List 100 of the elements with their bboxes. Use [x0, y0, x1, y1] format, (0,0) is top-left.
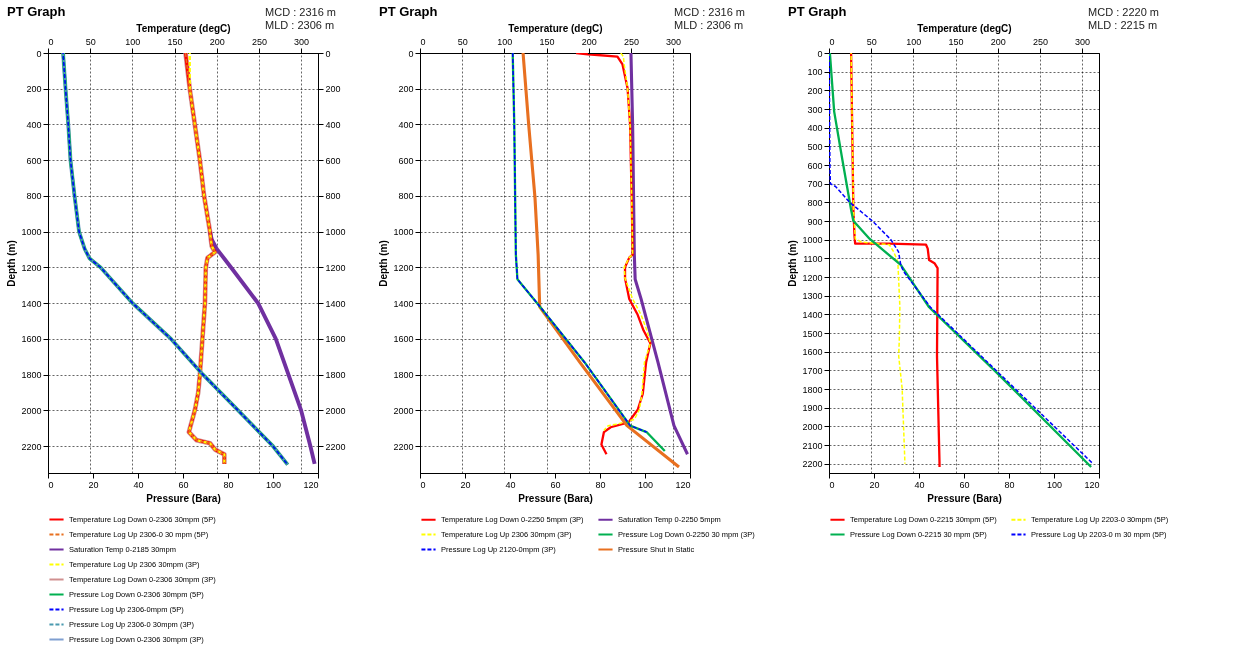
y2-tick-label: 1200 — [325, 262, 346, 273]
text: MCD : 2220 m — [1088, 6, 1159, 19]
y-tick-label: 1800 — [802, 384, 823, 395]
y-tick-label: 100 — [807, 67, 823, 78]
chart-title: PT Graph — [378, 4, 438, 19]
y-tick-label: 800 — [26, 191, 42, 202]
y-tick-label: 1600 — [802, 347, 823, 358]
x2-tick-label: 50 — [866, 36, 877, 47]
x-tick-label: 80 — [595, 479, 606, 490]
y2-tick-label: 2000 — [325, 405, 346, 416]
y-tick-label: 1900 — [802, 403, 823, 414]
y-tick-label: 2000 — [21, 405, 42, 416]
x-axis-title: Pressure (Bara) — [927, 492, 1002, 504]
y-tick-label: 2200 — [393, 441, 414, 452]
y2-tick-label: 1000 — [325, 227, 346, 238]
y-tick-label: 1400 — [21, 298, 42, 309]
y-tick-label: 600 — [807, 160, 823, 171]
y-tick-label: 2200 — [802, 459, 823, 470]
x-tick-label: 40 — [133, 479, 144, 490]
x-tick-label: 0 — [48, 479, 54, 490]
y-tick-label: 1200 — [21, 262, 42, 273]
x2-tick-label: 200 — [581, 36, 597, 47]
y2-tick-label: 1600 — [325, 334, 346, 345]
x-tick-label: 80 — [223, 479, 234, 490]
x-tick-label: 20 — [869, 479, 880, 490]
y2-tick-label: 200 — [325, 84, 341, 95]
y-tick-label: 800 — [398, 191, 414, 202]
x-axis-title: Pressure (Bara) — [518, 492, 593, 504]
text: MLD : 2306 m — [265, 19, 336, 32]
chart-title: PT Graph — [6, 4, 66, 19]
y-tick-label: 300 — [807, 104, 823, 115]
x-tick-label: 0 — [829, 479, 835, 490]
y-tick-label: 1400 — [393, 298, 414, 309]
y-tick-label: 2000 — [802, 421, 823, 432]
y-tick-label: 1500 — [802, 328, 823, 339]
y-axis-title: Depth (m) — [787, 240, 799, 287]
y-tick-label: 600 — [26, 155, 42, 166]
y-tick-label: 0 — [36, 48, 42, 59]
x2-tick-label: 50 — [85, 36, 96, 47]
y-tick-label: 1100 — [803, 253, 823, 264]
y-tick-label: 200 — [807, 85, 823, 96]
text: MLD : 2215 m — [1088, 19, 1159, 32]
y-tick-label: 0 — [408, 48, 414, 59]
x2-tick-label: 150 — [948, 36, 964, 47]
x2-tick-label: 300 — [666, 36, 682, 47]
x2-tick-label: 150 — [167, 36, 183, 47]
y-axis-title: Depth (m) — [378, 240, 390, 287]
x2-tick-label: 250 — [251, 36, 267, 47]
y-tick-label: 1000 — [21, 227, 42, 238]
y-tick-label: 2000 — [393, 405, 414, 416]
x-tick-label: 20 — [460, 479, 471, 490]
x-tick-label: 60 — [178, 479, 189, 490]
y-tick-label: 500 — [807, 141, 823, 152]
y2-tick-label: 800 — [325, 191, 341, 202]
y-tick-label: 1200 — [393, 262, 414, 273]
y-tick-label: 400 — [398, 119, 414, 130]
x-tick-label: 120 — [303, 479, 319, 490]
x-axis-title: Pressure (Bara) — [146, 492, 221, 504]
y-tick-label: 1600 — [21, 334, 42, 345]
y-tick-label: 900 — [807, 216, 823, 227]
y-axis-title: Depth (m) — [6, 240, 18, 287]
x2-tick-label: 0 — [829, 36, 835, 47]
x-tick-label: 60 — [550, 479, 561, 490]
y2-tick-label: 600 — [325, 155, 341, 166]
x2-tick-label: 100 — [125, 36, 141, 47]
y2-tick-label: 2200 — [325, 441, 346, 452]
text: MLD : 2306 m — [674, 19, 745, 32]
y-tick-label: 2200 — [21, 441, 42, 452]
y-tick-label: 600 — [398, 155, 414, 166]
y-tick-label: 1200 — [802, 272, 823, 283]
x2-tick-label: 100 — [906, 36, 922, 47]
x2-tick-label: 200 — [209, 36, 225, 47]
x2-axis-title: Temperature (degC) — [917, 22, 1012, 34]
text: MCD : 2316 m — [674, 6, 745, 19]
y-tick-label: 2100 — [802, 440, 823, 451]
x2-axis-title: Temperature (degC) — [136, 22, 231, 34]
x2-axis-title: Temperature (degC) — [508, 22, 603, 34]
x2-tick-label: 250 — [623, 36, 639, 47]
y-tick-label: 1700 — [802, 365, 823, 376]
y-tick-label: 1300 — [802, 291, 823, 302]
y2-tick-label: 0 — [325, 48, 331, 59]
x2-tick-label: 50 — [457, 36, 468, 47]
y-tick-label: 800 — [807, 197, 823, 208]
y2-tick-label: 1400 — [325, 298, 346, 309]
x-tick-label: 40 — [505, 479, 516, 490]
y-tick-label: 1000 — [802, 235, 823, 246]
x2-tick-label: 0 — [420, 36, 426, 47]
y-tick-label: 1800 — [393, 370, 414, 381]
y-tick-label: 700 — [807, 179, 823, 190]
y2-tick-label: 400 — [325, 119, 341, 130]
x-tick-label: 100 — [637, 479, 654, 490]
x2-tick-label: 0 — [48, 36, 54, 47]
x2-tick-label: 200 — [990, 36, 1006, 47]
x2-tick-label: 300 — [1075, 36, 1091, 47]
y-tick-label: 200 — [398, 84, 414, 95]
y-tick-label: 400 — [26, 119, 42, 130]
x-tick-label: 0 — [420, 479, 426, 490]
y-tick-label: 200 — [26, 84, 42, 95]
y-tick-label: 1400 — [802, 309, 823, 320]
chart-title: PT Graph — [787, 4, 847, 19]
